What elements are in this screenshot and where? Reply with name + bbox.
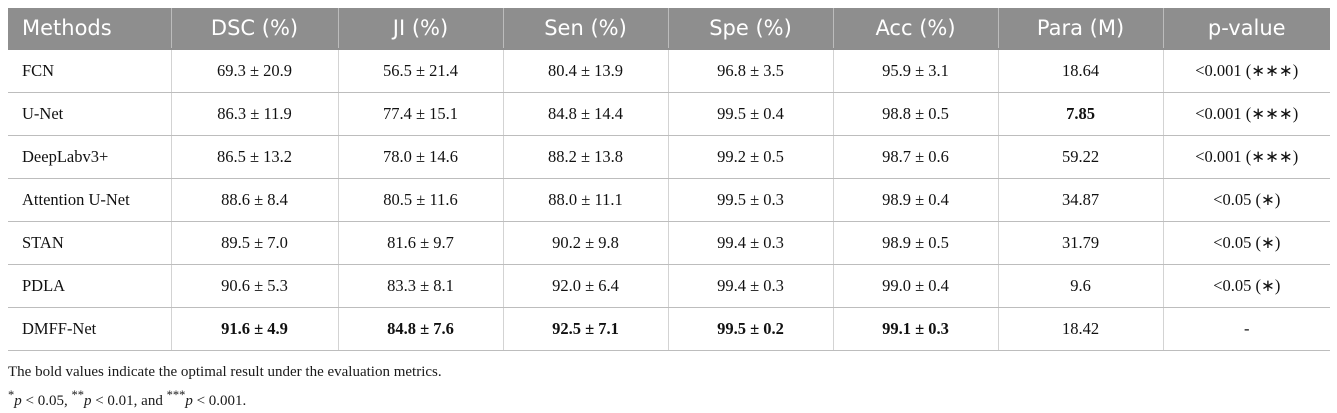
table-footnotes: The bold values indicate the optimal res… bbox=[8, 361, 1330, 413]
table-body: FCN 69.3 ± 20.9 56.5 ± 21.4 80.4 ± 13.9 96.8… bbox=[8, 49, 1330, 351]
cell-spe: 99.4 ± 0.3 bbox=[668, 264, 834, 308]
cell-dsc: 89.5 ± 7.0 bbox=[171, 221, 339, 265]
header-para: Para (M) bbox=[998, 8, 1164, 50]
header-ji: JI (%) bbox=[338, 8, 504, 50]
cell-acc: 95.9 ± 3.1 bbox=[833, 49, 999, 93]
footnote-p-1: p bbox=[14, 393, 22, 409]
cell-para: 18.64 bbox=[998, 49, 1164, 93]
cell-ji: 81.6 ± 9.7 bbox=[338, 221, 504, 265]
cell-sen: 88.2 ± 13.8 bbox=[503, 135, 669, 179]
cell-method: U-Net bbox=[8, 92, 172, 136]
header-acc: Acc (%) bbox=[833, 8, 999, 50]
header-p-value: p-value bbox=[1163, 8, 1330, 50]
cell-sen: 88.0 ± 11.1 bbox=[503, 178, 669, 222]
footnote-threshold-3: < 0.001. bbox=[192, 393, 247, 409]
cell-acc: 98.9 ± 0.4 bbox=[833, 178, 999, 222]
table-row: DMFF-Net 91.6 ± 4.9 84.8 ± 7.6 92.5 ± 7.1 99… bbox=[8, 307, 1330, 351]
cell-acc: 98.8 ± 0.5 bbox=[833, 92, 999, 136]
cell-spe: 99.2 ± 0.5 bbox=[668, 135, 834, 179]
footnote-threshold-2: < 0.01, and bbox=[91, 393, 167, 409]
cell-ji: 78.0 ± 14.6 bbox=[338, 135, 504, 179]
cell-sen: 84.8 ± 14.4 bbox=[503, 92, 669, 136]
cell-method: DeepLabv3+ bbox=[8, 135, 172, 179]
footnote-sig-marker-3: *** bbox=[166, 388, 186, 402]
header-row: Methods DSC (%) JI (%) Sen (%) Spe (%) A… bbox=[8, 8, 1330, 50]
cell-p-value: <0.001 (∗∗∗) bbox=[1163, 92, 1330, 136]
cell-para: 9.6 bbox=[998, 264, 1164, 308]
cell-spe: 96.8 ± 3.5 bbox=[668, 49, 834, 93]
cell-dsc: 69.3 ± 20.9 bbox=[171, 49, 339, 93]
table-row: STAN 89.5 ± 7.0 81.6 ± 9.7 90.2 ± 9.8 99.4 ±… bbox=[8, 221, 1330, 265]
cell-para: 31.79 bbox=[998, 221, 1164, 265]
cell-p-value: <0.05 (∗) bbox=[1163, 264, 1330, 308]
table-row: U-Net 86.3 ± 11.9 77.4 ± 15.1 84.8 ± 14.4 99… bbox=[8, 92, 1330, 136]
cell-ji: 77.4 ± 15.1 bbox=[338, 92, 504, 136]
cell-spe: 99.5 ± 0.2 bbox=[668, 307, 834, 351]
cell-dsc: 88.6 ± 8.4 bbox=[171, 178, 339, 222]
cell-sen: 90.2 ± 9.8 bbox=[503, 221, 669, 265]
cell-acc: 98.9 ± 0.5 bbox=[833, 221, 999, 265]
header-spe: Spe (%) bbox=[668, 8, 834, 50]
cell-p-value: <0.05 (∗) bbox=[1163, 221, 1330, 265]
cell-acc: 98.7 ± 0.6 bbox=[833, 135, 999, 179]
cell-para: 7.85 bbox=[998, 92, 1164, 136]
cell-ji: 83.3 ± 8.1 bbox=[338, 264, 504, 308]
cell-method: STAN bbox=[8, 221, 172, 265]
cell-sen: 80.4 ± 13.9 bbox=[503, 49, 669, 93]
table-row: PDLA 90.6 ± 5.3 83.3 ± 8.1 92.0 ± 6.4 99.4 ±… bbox=[8, 264, 1330, 308]
cell-dsc: 86.3 ± 11.9 bbox=[171, 92, 339, 136]
cell-dsc: 90.6 ± 5.3 bbox=[171, 264, 339, 308]
cell-para: 34.87 bbox=[998, 178, 1164, 222]
cell-method: PDLA bbox=[8, 264, 172, 308]
header-methods: Methods bbox=[8, 8, 172, 50]
cell-p-value: - bbox=[1163, 307, 1330, 351]
cell-ji: 80.5 ± 11.6 bbox=[338, 178, 504, 222]
table-row: FCN 69.3 ± 20.9 56.5 ± 21.4 80.4 ± 13.9 96.8… bbox=[8, 49, 1330, 93]
cell-spe: 99.4 ± 0.3 bbox=[668, 221, 834, 265]
header-dsc: DSC (%) bbox=[171, 8, 339, 50]
cell-method: FCN bbox=[8, 49, 172, 93]
cell-para: 18.42 bbox=[998, 307, 1164, 351]
footnote-significance: *p < 0.05, **p < 0.01, and ***p < 0.001. bbox=[8, 384, 1330, 413]
cell-acc: 99.0 ± 0.4 bbox=[833, 264, 999, 308]
cell-p-value: <0.001 (∗∗∗) bbox=[1163, 49, 1330, 93]
table-row: Attention U-Net 88.6 ± 8.4 80.5 ± 11.6 88.0… bbox=[8, 178, 1330, 222]
footnote-sig-marker-2: ** bbox=[71, 388, 84, 402]
table-row: DeepLabv3+ 86.5 ± 13.2 78.0 ± 14.6 88.2 ± 1… bbox=[8, 135, 1330, 179]
cell-ji: 84.8 ± 7.6 bbox=[338, 307, 504, 351]
cell-method: Attention U-Net bbox=[8, 178, 172, 222]
results-table-figure: Methods DSC (%) JI (%) Sen (%) Spe (%) A… bbox=[8, 8, 1330, 413]
cell-dsc: 91.6 ± 4.9 bbox=[171, 307, 339, 351]
cell-sen: 92.0 ± 6.4 bbox=[503, 264, 669, 308]
cell-spe: 99.5 ± 0.4 bbox=[668, 92, 834, 136]
footnote-p-3: p bbox=[185, 393, 193, 409]
footnote-sig-marker-1: * bbox=[8, 388, 15, 402]
footnote-bold-note: The bold values indicate the optimal res… bbox=[8, 364, 442, 380]
cell-method: DMFF-Net bbox=[8, 307, 172, 351]
cell-sen: 92.5 ± 7.1 bbox=[503, 307, 669, 351]
cell-p-value: <0.001 (∗∗∗) bbox=[1163, 135, 1330, 179]
header-sen: Sen (%) bbox=[503, 8, 669, 50]
cell-p-value: <0.05 (∗) bbox=[1163, 178, 1330, 222]
cell-para: 59.22 bbox=[998, 135, 1164, 179]
cell-spe: 99.5 ± 0.3 bbox=[668, 178, 834, 222]
footnote-p-2: p bbox=[83, 393, 92, 409]
cell-dsc: 86.5 ± 13.2 bbox=[171, 135, 339, 179]
footnote-threshold-1: < 0.05, bbox=[21, 393, 72, 409]
results-table: Methods DSC (%) JI (%) Sen (%) Spe (%) A… bbox=[8, 8, 1330, 351]
cell-ji: 56.5 ± 21.4 bbox=[338, 49, 504, 93]
cell-acc: 99.1 ± 0.3 bbox=[833, 307, 999, 351]
